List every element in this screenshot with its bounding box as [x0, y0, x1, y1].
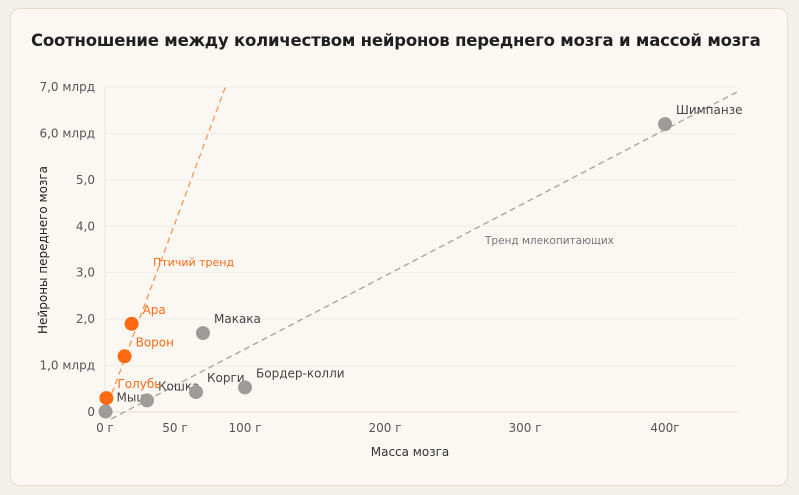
trend-label-mammals: Тренд млекопитающих: [484, 235, 614, 247]
y-tick-label: 0: [87, 405, 95, 419]
chart-card: [10, 8, 788, 486]
data-point[interactable]: [238, 380, 252, 395]
y-tick-label: 5,0: [76, 173, 95, 187]
y-tick-label: 4,0: [76, 219, 95, 233]
point-label: Макака: [214, 312, 261, 326]
trend-line: [104, 87, 227, 413]
y-axis: 0 1,0 млрд 2,0 3,0 4,0 5,0 6,0 млрд 7,0 млрд: [39, 80, 95, 419]
point-label: Бордер-колли: [256, 366, 345, 380]
x-tick-label: 200 г: [368, 421, 401, 435]
data-point[interactable]: [99, 391, 114, 406]
y-tick-label: 6,0 млрд: [39, 126, 95, 140]
data-point[interactable]: [140, 393, 154, 408]
data-point[interactable]: [189, 385, 203, 400]
x-tick-label: 100 г: [228, 421, 261, 435]
grid: [104, 86, 737, 413]
y-tick-label: 2,0: [76, 312, 95, 326]
data-point[interactable]: [117, 349, 132, 364]
data-point[interactable]: [196, 326, 210, 341]
data-points: МышьКошкаКоргиМакакаБордер-коллиШимпанзе…: [98, 103, 743, 419]
chart-title: Соотношение между количеством нейронов п…: [31, 31, 761, 50]
y-tick-label: 3,0: [76, 266, 95, 280]
trend-lines: Птичий тренд Тренд млекопитающих: [104, 87, 737, 420]
point-label: Кошка: [158, 379, 199, 393]
x-tick-label: 300 г: [508, 421, 541, 435]
y-axis-label: Нейроны переднего мозга: [36, 166, 50, 334]
data-point[interactable]: [98, 404, 113, 419]
x-axis-label: Масса мозга: [371, 445, 450, 459]
point-label: Ара: [143, 303, 166, 317]
y-tick-label: 7,0 млрд: [39, 80, 95, 94]
point-label: Шимпанзе: [676, 103, 743, 117]
x-tick-label: 50 г: [162, 421, 187, 435]
point-label: Ворон: [136, 335, 174, 349]
x-axis: 0 г 50 г 100 г 200 г 300 г 400г: [96, 421, 679, 435]
y-tick-label: 1,0 млрд: [39, 359, 95, 373]
x-tick-label: 0 г: [96, 421, 114, 435]
trend-label-birds: Птичий тренд: [153, 256, 234, 269]
data-point[interactable]: [658, 117, 672, 132]
point-label: Голубь: [117, 377, 161, 391]
data-point[interactable]: [124, 316, 139, 331]
point-label: Корги: [207, 371, 245, 385]
x-tick-label: 400г: [650, 421, 679, 435]
